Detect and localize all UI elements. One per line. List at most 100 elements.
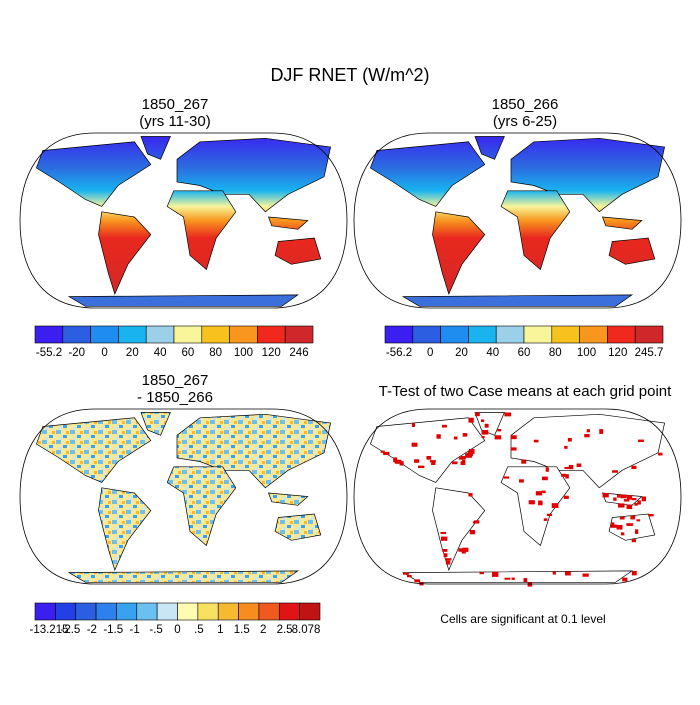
colorbar-box	[579, 325, 608, 344]
significant-cell	[564, 571, 571, 576]
significant-cell	[545, 467, 549, 472]
significant-cell	[452, 461, 458, 465]
continent	[140, 136, 171, 160]
map-frame	[19, 132, 348, 309]
colorbar-box	[238, 602, 260, 621]
colorbar-label: 80	[549, 347, 562, 359]
significant-cell	[442, 424, 447, 428]
colorbar-label: 1	[217, 624, 223, 636]
colorbar-label: 0	[101, 347, 107, 359]
significant-cell	[631, 570, 637, 576]
continent	[369, 141, 486, 207]
significant-cell	[523, 578, 528, 583]
significant-cell	[648, 514, 654, 517]
significant-cell	[418, 465, 425, 469]
continent	[510, 413, 666, 489]
colorbar-box	[90, 325, 119, 344]
continent	[500, 190, 571, 271]
colorbar-box	[495, 325, 525, 344]
panel-title: 1850_267	[142, 372, 209, 389]
colorbar-label: 2.5	[277, 624, 293, 636]
continent	[98, 211, 152, 295]
colorbar-label: 246	[289, 347, 308, 359]
significant-cell	[440, 531, 447, 534]
significant-cell	[497, 428, 502, 432]
continent	[369, 417, 486, 483]
colorbar-box	[468, 325, 497, 344]
significant-cell	[414, 459, 420, 463]
continent	[274, 237, 322, 265]
continent	[35, 417, 152, 483]
significant-cell	[535, 491, 543, 496]
panel-title: 1850_266	[492, 96, 559, 113]
significant-cell	[599, 429, 604, 434]
continent	[432, 487, 486, 571]
significant-cell	[634, 503, 638, 506]
continent	[510, 137, 666, 213]
significant-cell	[630, 515, 636, 520]
colorbar-box	[284, 325, 314, 344]
continent	[98, 487, 152, 571]
colorbar-label: -13.215	[29, 624, 68, 636]
colorbar-label: -55.2	[36, 347, 62, 359]
significant-cell	[602, 493, 609, 498]
significant-cell	[492, 571, 499, 577]
colorbar-label: -20	[68, 347, 85, 359]
continent	[474, 412, 505, 436]
significant-cell	[468, 493, 473, 497]
continent	[166, 190, 237, 271]
map-frame	[19, 408, 348, 585]
continent	[601, 216, 643, 230]
colorbar-label: 2	[260, 624, 266, 636]
continent	[166, 466, 237, 547]
colorbar-label: 60	[518, 347, 531, 359]
colorbar-label: -.5	[149, 624, 162, 636]
significant-cell	[393, 457, 398, 463]
colorbar-box	[299, 602, 321, 621]
significant-cell	[473, 520, 480, 524]
significant-cell	[631, 497, 637, 501]
colorbar-box	[278, 602, 300, 621]
significant-cell	[510, 447, 517, 451]
significant-cell	[436, 434, 441, 439]
significant-cell	[380, 450, 385, 453]
significant-cell	[613, 497, 617, 501]
significant-cell	[626, 504, 633, 510]
colorbar-box	[217, 602, 239, 621]
significant-cell	[622, 577, 628, 582]
significant-cell	[586, 429, 590, 433]
significant-cell	[429, 460, 436, 463]
colorbar-label: .5	[194, 624, 204, 636]
continent	[500, 466, 571, 547]
continent	[176, 137, 332, 213]
significant-cell	[631, 539, 637, 543]
significant-cell	[460, 456, 466, 460]
continent	[401, 570, 634, 583]
continent	[401, 294, 634, 307]
significant-cell	[383, 451, 390, 456]
colorbar-label: -1	[130, 624, 140, 636]
significant-cell	[494, 435, 502, 440]
significant-cell	[458, 548, 463, 552]
colorbar-label: 20	[455, 347, 468, 359]
colorbar-box	[551, 325, 580, 344]
colorbar-box	[177, 602, 199, 621]
significant-cell	[564, 466, 572, 469]
significant-cell	[542, 476, 548, 481]
significant-cell	[411, 423, 416, 427]
significant-cell	[563, 495, 569, 499]
continent	[608, 237, 656, 265]
colorbar-box	[173, 325, 203, 344]
significant-cell	[469, 529, 476, 535]
colorbar-box	[118, 325, 147, 344]
significant-cell	[481, 430, 487, 433]
significant-cell	[546, 513, 552, 517]
map	[353, 132, 682, 309]
significant-cell	[431, 460, 436, 466]
colorbar-label: 0	[427, 347, 433, 359]
colorbar-label: 100	[577, 347, 596, 359]
significant-cell	[620, 494, 627, 499]
significant-cell	[636, 519, 641, 522]
significant-cell	[504, 412, 512, 417]
colorbar-label: 0	[174, 624, 180, 636]
